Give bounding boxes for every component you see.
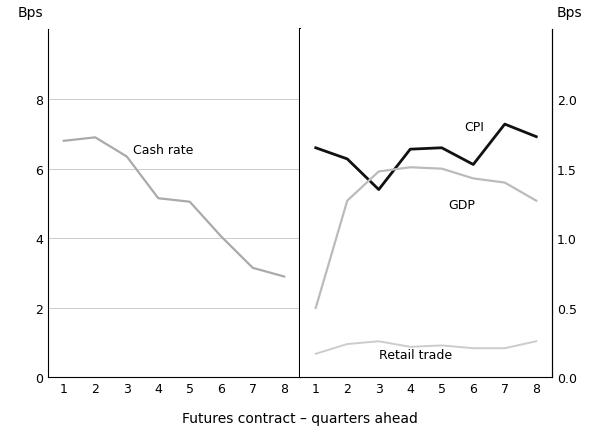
- Text: Futures contract – quarters ahead: Futures contract – quarters ahead: [182, 411, 418, 425]
- Text: GDP: GDP: [448, 198, 475, 211]
- Text: Bps: Bps: [18, 6, 43, 20]
- Text: Cash rate: Cash rate: [133, 144, 193, 157]
- Text: Retail trade: Retail trade: [379, 348, 452, 361]
- Text: CPI: CPI: [464, 120, 484, 133]
- Text: Bps: Bps: [557, 6, 582, 20]
